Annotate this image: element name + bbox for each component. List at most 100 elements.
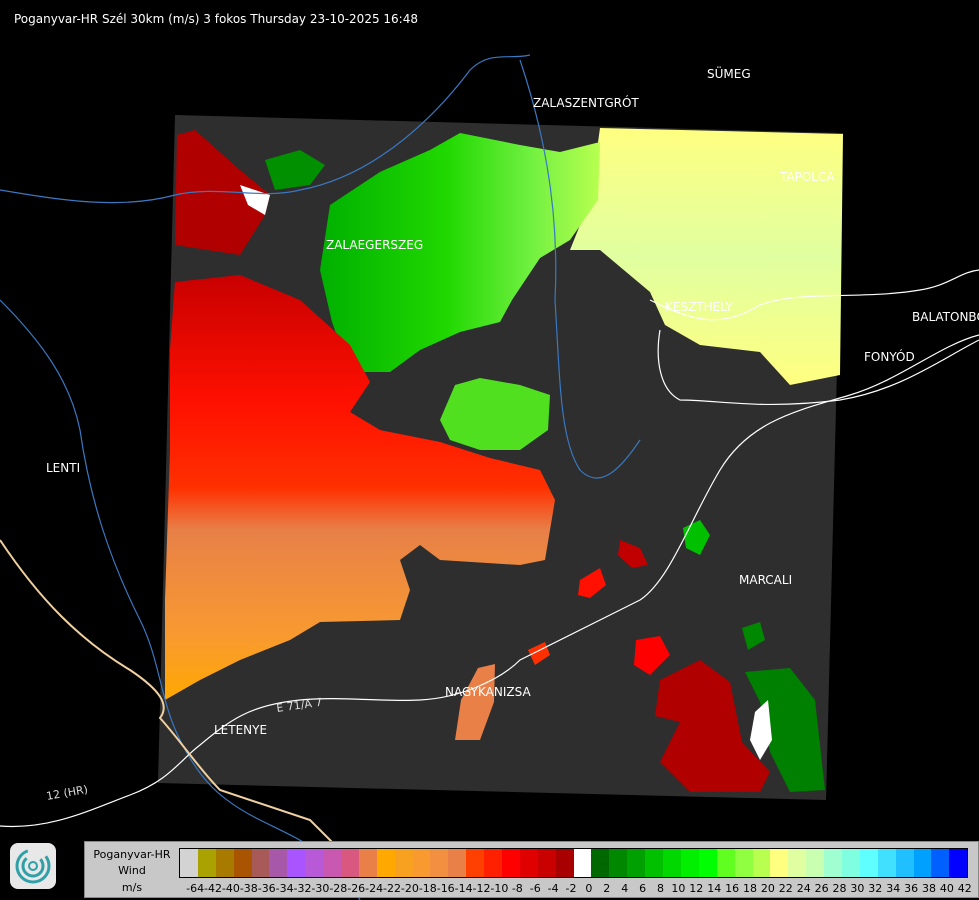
legend-color-cell xyxy=(859,849,878,877)
legend-color-cell xyxy=(233,849,252,877)
legend-tick-label: -64 xyxy=(186,882,205,895)
legend-color-cell xyxy=(841,849,860,877)
legend-tick-label: -28 xyxy=(329,882,348,895)
legend-tick-label: 34 xyxy=(886,882,901,895)
legend-color-cell xyxy=(877,849,896,877)
city-label-tapolca: TAPOLCA xyxy=(779,170,835,184)
city-label-sumeg: SÜMEG xyxy=(707,65,751,81)
legend-color-cell xyxy=(627,849,646,877)
legend-color-cell xyxy=(788,849,807,877)
map-title: Poganyvar-HR Szél 30km (m/s) 3 fokos Thu… xyxy=(14,12,418,26)
legend-tick-label: -38 xyxy=(239,882,258,895)
echo-green-zalaegerszeg xyxy=(320,133,600,372)
radar-swirl-logo xyxy=(10,843,56,889)
legend-unit: m/s xyxy=(121,881,143,894)
legend-color-cell xyxy=(537,849,556,877)
legend-tick-label: -12 xyxy=(472,882,491,895)
legend-tick-label: 30 xyxy=(850,882,865,895)
legend-color-cell xyxy=(519,849,538,877)
legend-tick-label: -8 xyxy=(511,882,523,895)
legend-color-cell xyxy=(358,849,377,877)
legend-tick-label: -6 xyxy=(529,882,541,895)
road-label-12hr: 12 (HR) xyxy=(45,783,89,803)
legend-quantity: Wind xyxy=(118,864,146,877)
legend-color-cell xyxy=(448,849,467,877)
legend-tick-label: 42 xyxy=(957,882,972,895)
legend-color-cell xyxy=(931,849,950,877)
city-label-balatonbo: BALATONBO xyxy=(912,310,979,324)
legend-color-cell xyxy=(215,849,234,877)
legend-tick-labels: -64 -42 -40 -38 -36 -34 -32 -30 -28 -26 -24 -22 -20-… xyxy=(179,882,973,896)
legend-color-cell xyxy=(466,849,485,877)
city-label-zalaszentgrot: ZALASZENTGRÓT xyxy=(533,95,639,110)
legend-tick-label: 8 xyxy=(657,882,664,895)
legend-tick-label: 28 xyxy=(832,882,847,895)
echo-darkred-nw xyxy=(175,130,270,255)
legend-tick-label: -18 xyxy=(418,882,437,895)
legend-tick-label: 32 xyxy=(868,882,883,895)
legend-tick-label: 12 xyxy=(689,882,704,895)
road-label-e71: E 71/A 7 xyxy=(276,696,324,715)
legend-tick-label: 14 xyxy=(707,882,722,895)
echo-red-small-2 xyxy=(618,540,648,568)
legend-tick-label: 16 xyxy=(725,882,740,895)
city-label-zalaegerszeg: ZALAEGERSZEG xyxy=(326,238,423,252)
echo-red-small-3 xyxy=(634,636,670,675)
legend-tick-label: -30 xyxy=(311,882,330,895)
echo-green-small-3 xyxy=(742,622,765,650)
echo-green-center xyxy=(440,378,550,450)
rivers xyxy=(0,54,641,900)
legend-tick-label: 40 xyxy=(939,882,954,895)
legend-tick-label: -36 xyxy=(257,882,276,895)
echo-green-se xyxy=(745,668,825,792)
legend-tick-label: 22 xyxy=(778,882,793,895)
legend-color-cell xyxy=(949,849,968,877)
legend-tick-label: 38 xyxy=(922,882,936,895)
legend-color-cell xyxy=(609,849,628,877)
legend-color-cell xyxy=(591,849,610,877)
city-label-keszthely: KESZTHELY xyxy=(665,300,733,314)
legend-tick-label: 2 xyxy=(603,882,611,895)
city-label-letenye: LETENYE xyxy=(214,723,267,737)
echo-green-small-2 xyxy=(683,520,710,555)
legend-color-cell xyxy=(716,849,735,877)
legend-tick-label: 4 xyxy=(621,882,629,895)
border xyxy=(0,539,341,851)
legend-tick-label: -10 xyxy=(490,882,509,895)
legend-tick-label: -16 xyxy=(436,882,455,895)
legend-color-cell xyxy=(287,849,306,877)
city-label-marcali: MARCALI xyxy=(739,573,792,587)
legend-tick-label: -4 xyxy=(547,882,559,895)
legend-tick-label: -2 xyxy=(565,882,577,895)
legend-color-cell xyxy=(305,849,324,877)
legend-tick-label: 24 xyxy=(796,882,811,895)
roads xyxy=(0,269,979,828)
legend-tick-label: 10 xyxy=(671,882,686,895)
city-label-nagykanizsa: NAGYKANIZSA xyxy=(445,685,531,699)
legend-tick-label: -14 xyxy=(454,882,473,895)
legend-color-cell xyxy=(180,849,198,877)
legend-color-cell xyxy=(734,849,753,877)
legend-tick-label: 26 xyxy=(814,882,829,895)
legend-color-cell xyxy=(197,849,216,877)
legend-color-cell xyxy=(323,849,342,877)
legend-tick-label: 6 xyxy=(639,882,647,895)
legend-color-cell xyxy=(663,849,681,877)
echo-red-orange-main xyxy=(165,275,555,700)
city-label-fonyod: FONYÓD xyxy=(864,349,915,364)
echo-yellow xyxy=(570,128,843,385)
legend-color-cell xyxy=(251,849,270,877)
legend-tick-label: -22 xyxy=(383,882,401,895)
legend-color-cell xyxy=(573,849,592,877)
legend-color-cell xyxy=(430,849,449,877)
legend-tick-label: -26 xyxy=(347,882,366,895)
legend-tick-label: 0 xyxy=(585,882,593,895)
legend-station: Poganyvar-HR xyxy=(93,848,171,861)
legend-color-cell xyxy=(770,849,789,877)
legend-color-cell xyxy=(680,849,699,877)
legend-color-cell xyxy=(376,849,395,877)
legend-color-cell xyxy=(895,849,914,877)
legend-tick-label: 20 xyxy=(760,882,775,895)
